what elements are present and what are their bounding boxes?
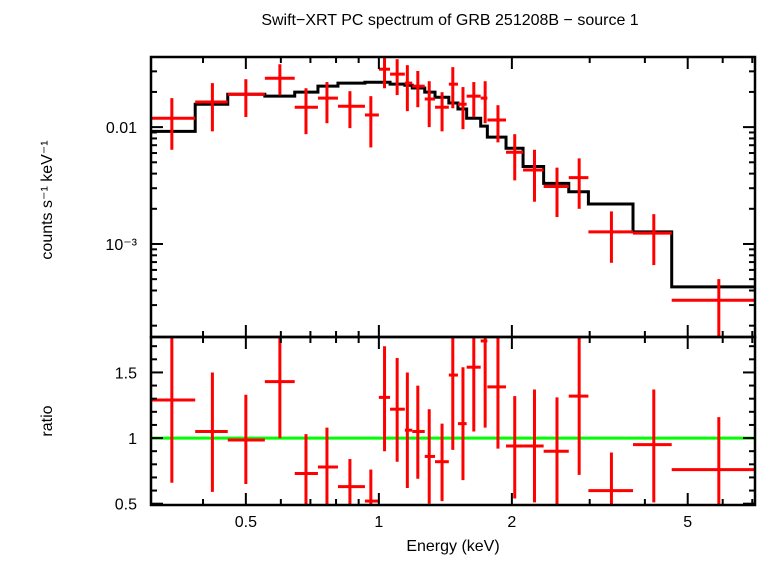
spectrum-data-point — [151, 98, 196, 150]
model-step-line — [151, 80, 755, 289]
x-axis-label: Energy (keV) — [406, 538, 499, 555]
spectrum-data-point — [588, 211, 634, 263]
spectrum-data-point — [633, 214, 672, 266]
ratio-data-point — [568, 337, 589, 475]
y-tick-label: 10⁻³ — [105, 237, 137, 254]
y-tick-label: 1.5 — [115, 365, 137, 382]
spectrum-data-point — [543, 167, 569, 218]
spectrum-data-point — [457, 87, 467, 130]
spectrum-data-point — [264, 64, 295, 96]
x-tick-label: 0.5 — [235, 514, 257, 531]
spectrum-data-point — [412, 71, 425, 108]
ratio-data-point — [448, 337, 458, 450]
ratio-data-point — [404, 372, 413, 488]
y-tick-label: 0.5 — [115, 497, 137, 514]
x-tick-label: 2 — [507, 514, 516, 531]
ratio-data-point — [390, 358, 405, 462]
spectrum-data-point — [466, 82, 481, 118]
ratio-data-point — [195, 372, 228, 492]
spectrum-data-point — [671, 279, 755, 337]
spectrum-data-point — [378, 57, 391, 89]
spectrum-data-point — [404, 65, 413, 112]
ratio-data-point — [424, 409, 436, 504]
spectrum-data-point — [364, 96, 379, 148]
y-axis-label-ratio: ratio — [39, 405, 56, 436]
spectrum-data-point — [227, 79, 265, 118]
y-axis-label-spectrum: counts s⁻¹ keV⁻¹ — [39, 140, 56, 259]
ratio-data-point — [506, 396, 524, 499]
ratio-data-point — [523, 389, 544, 503]
x-tick-label: 5 — [683, 514, 692, 531]
spectrum-data-point — [487, 105, 507, 143]
ratio-data-point — [151, 337, 196, 483]
ratio-data-point — [435, 423, 449, 502]
spectrum-data-point — [337, 91, 365, 129]
spectrum-data-point — [568, 158, 589, 209]
spectrum-data-point — [317, 82, 338, 124]
spectrum-data-point — [424, 81, 436, 128]
spectrum-data-point — [435, 92, 449, 132]
spectrum-data-point — [390, 59, 405, 96]
ratio-data-point — [317, 427, 338, 505]
spectrum-data-point — [480, 81, 488, 124]
ratio-data-point — [633, 389, 672, 503]
ratio-data-point — [227, 394, 265, 484]
spectrum-data-point — [506, 134, 524, 181]
ratio-data-point — [457, 367, 467, 481]
x-tick-label: 1 — [374, 514, 383, 531]
y-tick-label: 0.01 — [106, 120, 137, 137]
ratio-data-point — [412, 385, 425, 479]
spectrum-data-point — [294, 88, 318, 135]
ratio-data-point — [364, 469, 379, 505]
ratio-frame — [149, 335, 757, 507]
y-tick-label: 1 — [128, 431, 137, 448]
axes: 0.5 1 2 5 0.01 10⁻³ 0.5 1 1.5 — [105, 55, 757, 531]
ratio-data-point — [337, 459, 365, 505]
ratio-data-point — [294, 434, 318, 505]
ratio-data-point — [466, 337, 481, 432]
ratio-panel — [151, 337, 755, 505]
spectrum-data-point — [448, 67, 458, 109]
spectrum-panel — [151, 57, 755, 337]
ratio-data-point — [671, 417, 755, 505]
ratio-data-point — [588, 452, 634, 505]
chart-title: Swift−XRT PC spectrum of GRB 251208B − s… — [261, 12, 638, 29]
ratio-data-point — [487, 337, 507, 449]
ratio-data-point — [543, 397, 569, 505]
spectrum-data-point — [195, 83, 228, 132]
ratio-data-point — [378, 346, 391, 452]
spectrum-data-point — [523, 149, 544, 202]
